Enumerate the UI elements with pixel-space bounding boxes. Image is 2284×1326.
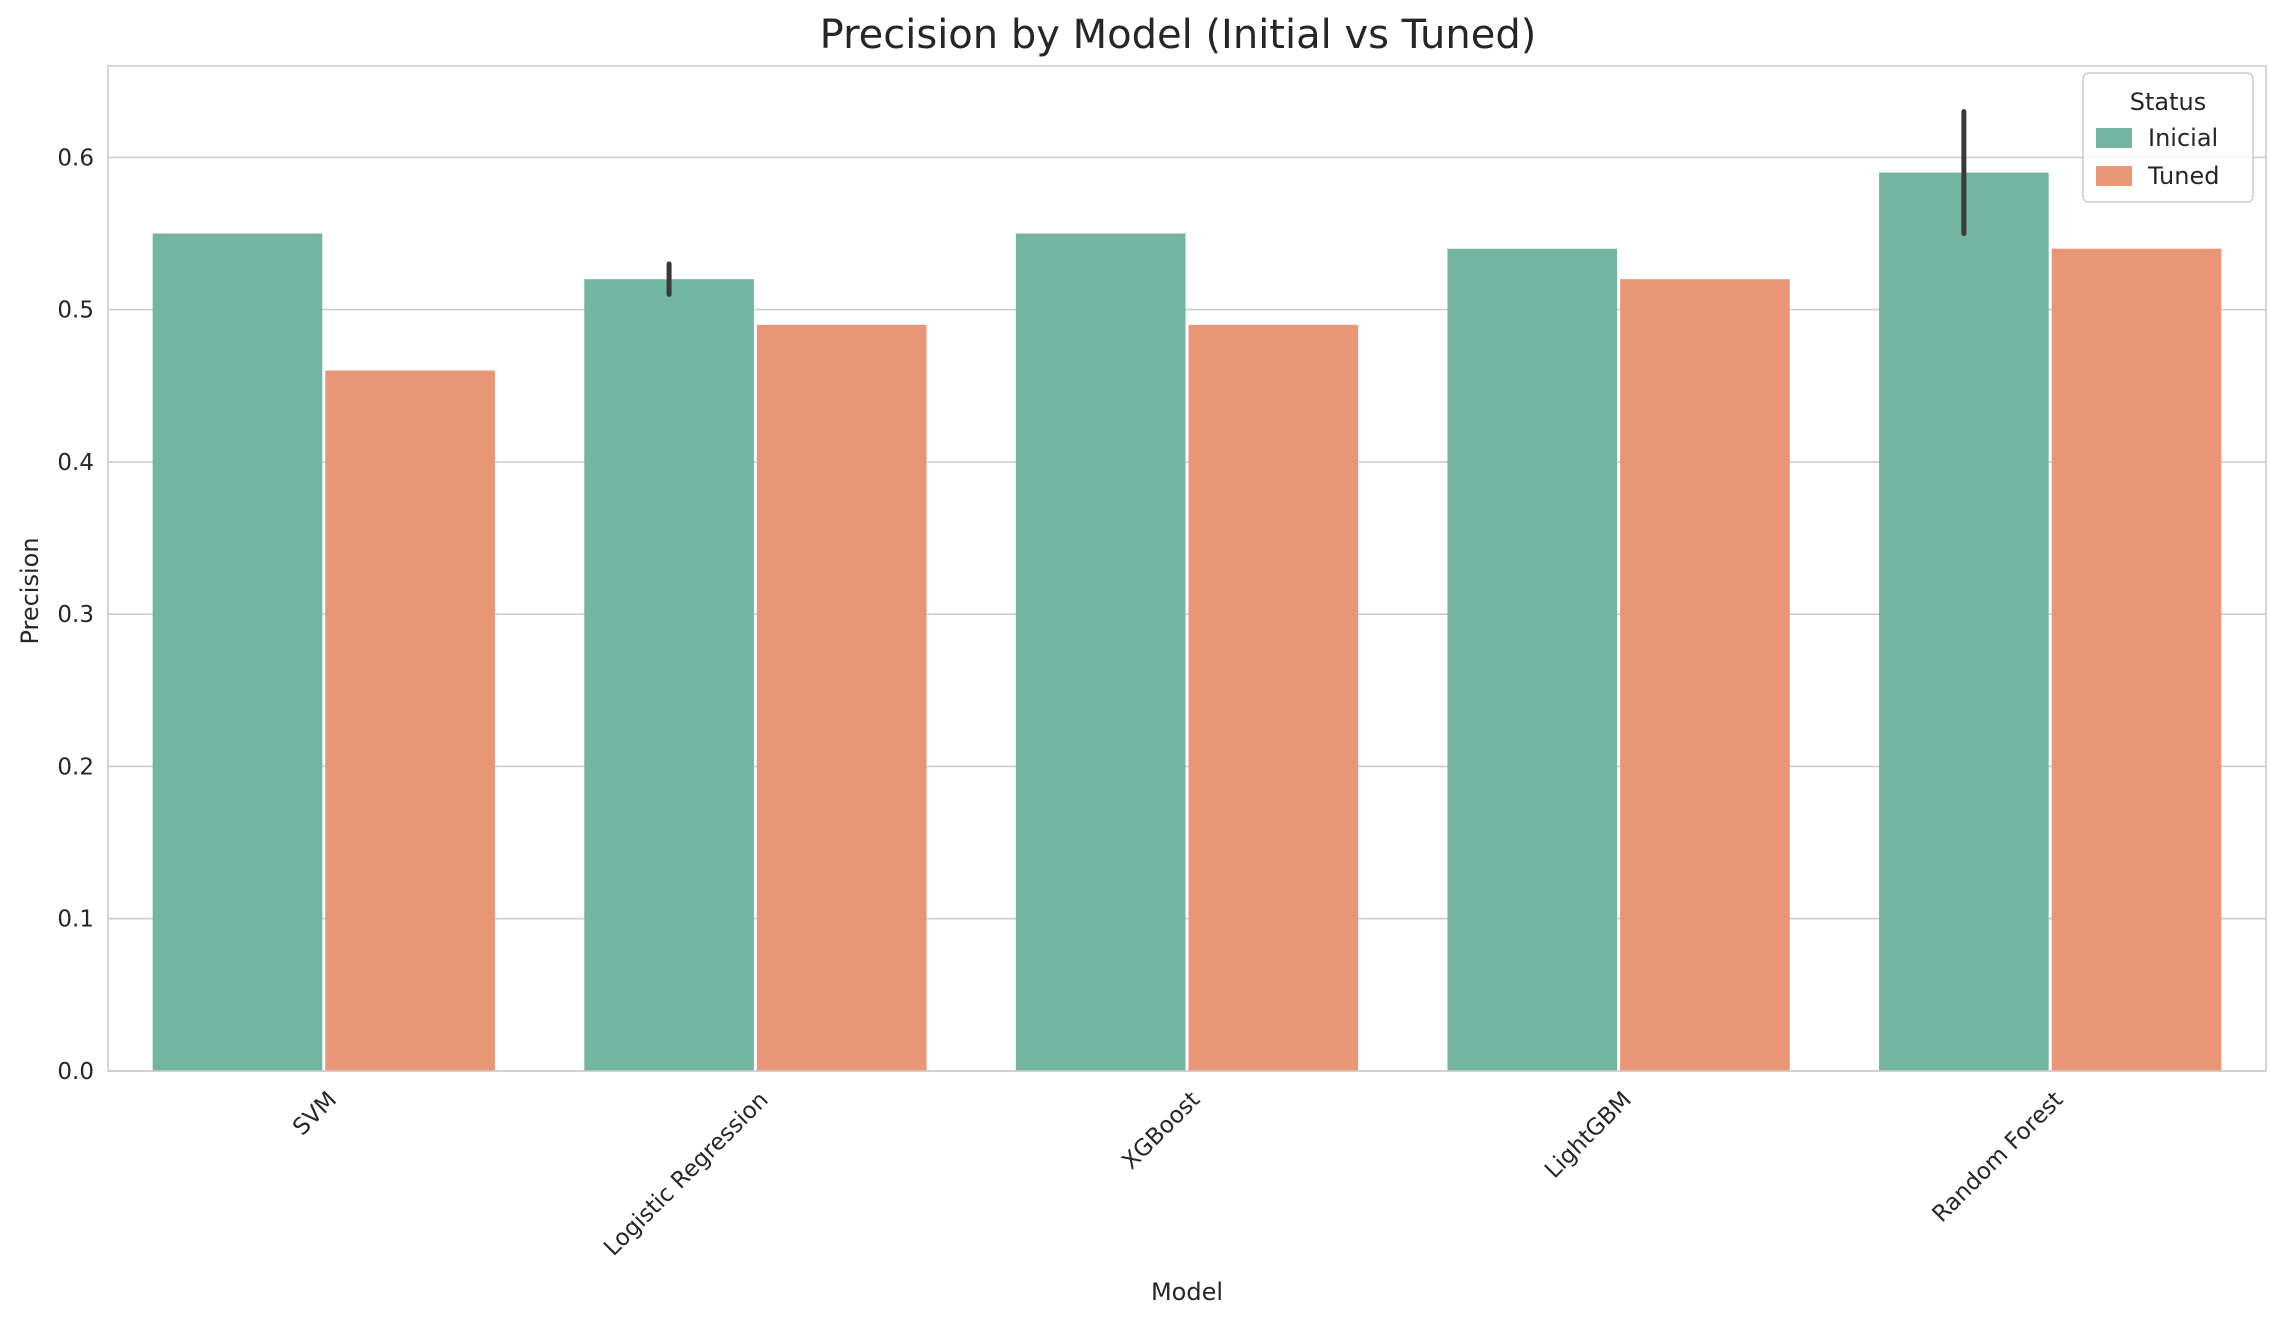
bar-tuned-0: [325, 370, 495, 1072]
legend-swatch-inicial: [2096, 128, 2132, 148]
y-tick-label: 0.3: [57, 602, 94, 628]
legend-items: Inicial Tuned: [2096, 124, 2219, 190]
bar-inicial-3: [1447, 248, 1618, 1071]
bar-tuned-4: [2051, 248, 2222, 1071]
bar-tuned-2: [1188, 324, 1359, 1071]
y-tick-label: 0.6: [57, 145, 94, 171]
x-tick-label: Random Forest: [1928, 1087, 2069, 1228]
legend-label-inicial: Inicial: [2148, 124, 2218, 152]
y-tick-label: 0.2: [57, 754, 94, 780]
x-tick-label: XGBoost: [1117, 1087, 1205, 1175]
y-tick-label: 0.1: [57, 907, 94, 933]
bar-inicial-4: [1879, 172, 2049, 1071]
x-tick-label: Logistic Regression: [599, 1087, 773, 1261]
y-axis-ticks: 0.0 0.1 0.2 0.3 0.4 0.5 0.6: [57, 145, 94, 1085]
x-tick-label: LightGBM: [1540, 1087, 1637, 1184]
y-axis-label: Precision: [16, 537, 44, 644]
y-tick-label: 0.5: [57, 298, 94, 324]
x-axis-label: Model: [1151, 1278, 1223, 1306]
bar-inicial-0: [152, 233, 323, 1071]
legend-title: Status: [2130, 88, 2206, 116]
chart-title: Precision by Model (Initial vs Tuned): [820, 12, 1537, 58]
x-axis-ticks: SVM Logistic Regression XGBoost LightGBM Ran…: [288, 1087, 2068, 1261]
bar-inicial-1: [584, 279, 754, 1071]
plot-frame: [107, 65, 2267, 1072]
error-bars: [666, 109, 1967, 297]
legend: Status Inicial Tuned: [2082, 72, 2254, 203]
plot-border: [107, 65, 2267, 1072]
bars: [152, 172, 2222, 1072]
bar-inicial-2: [1015, 233, 1186, 1071]
x-tick-label: SVM: [288, 1087, 342, 1141]
legend-swatch-tuned: [2096, 166, 2132, 186]
bar-tuned-3: [1620, 279, 1790, 1071]
legend-label-tuned: Tuned: [2147, 162, 2219, 190]
y-tick-label: 0.0: [57, 1059, 94, 1085]
bar-tuned-1: [756, 324, 927, 1071]
y-tick-label: 0.4: [57, 450, 94, 476]
